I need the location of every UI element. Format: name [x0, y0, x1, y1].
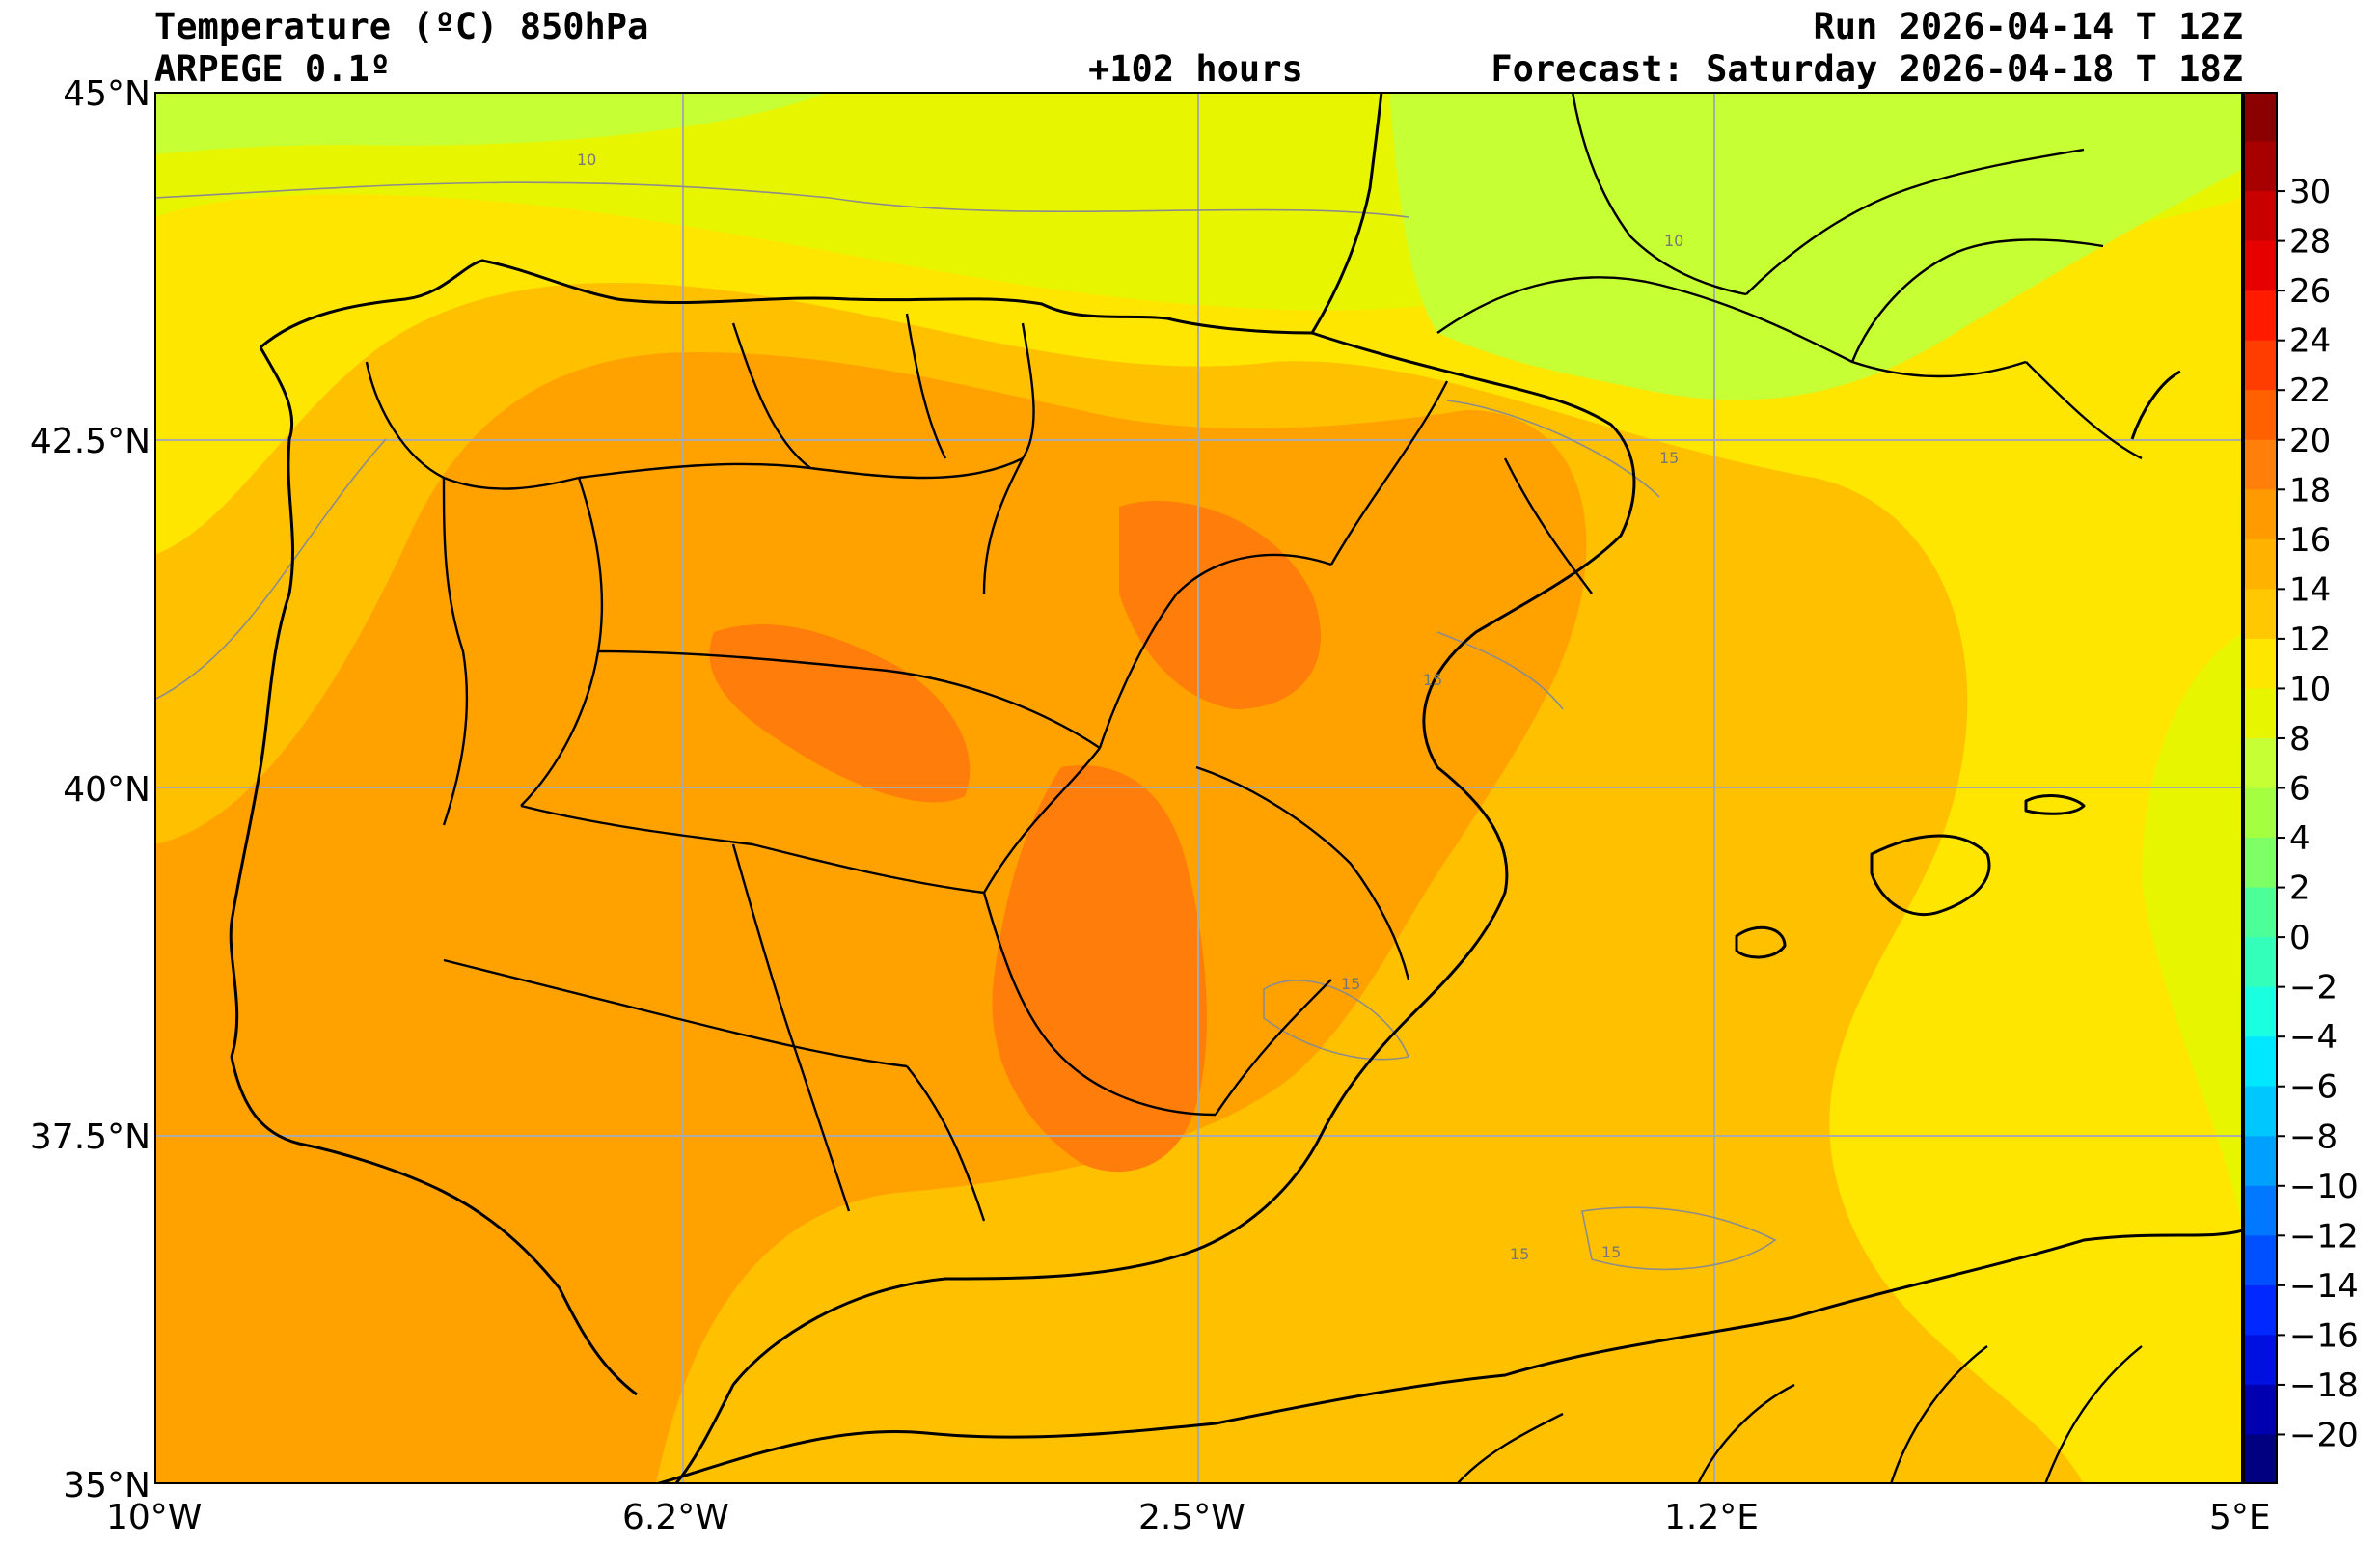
contour-label: 15: [1341, 975, 1360, 993]
graticule: [154, 92, 2243, 1484]
lon-label-2-5w: 2.5°W: [1138, 1498, 1245, 1537]
colorbar-label: −18: [2289, 1367, 2359, 1405]
colorbar-swatch: [2243, 1335, 2278, 1386]
colorbar-label: 16: [2289, 521, 2331, 560]
iberia-west-coast: [229, 346, 638, 1396]
colorbar-label: −10: [2289, 1168, 2359, 1206]
colorbar-label: −8: [2289, 1118, 2338, 1156]
menorca: [2024, 794, 2086, 815]
colorbar-swatch: [2243, 937, 2278, 988]
colorbar-swatch: [2243, 92, 2278, 143]
colorbar-label: −12: [2289, 1217, 2359, 1256]
colorbar-label: 6: [2289, 770, 2311, 809]
colorbar-label: 28: [2289, 223, 2331, 262]
field-south-light: [830, 1280, 1394, 1484]
iberia-east-coast: [673, 331, 1636, 1484]
lon-label-10w: 10°W: [106, 1498, 203, 1537]
colorbar-swatch: [2243, 290, 2278, 342]
contour-label: 15: [1423, 671, 1442, 689]
admin-borders: [365, 92, 2143, 1484]
colorbar-swatch: [2243, 191, 2278, 242]
colorbar-swatch: [2243, 1434, 2278, 1484]
colorbar-label: −16: [2289, 1316, 2359, 1355]
france-coast: [1310, 92, 1383, 334]
colorbar: 302826242220181614121086420−2−4−6−8−10−1…: [2243, 92, 2359, 1484]
colorbar-label: −2: [2289, 969, 2338, 1008]
colorbar-label: 24: [2289, 322, 2331, 361]
lon-label-6-2w: 6.2°W: [622, 1498, 729, 1537]
colorbar-swatch: [2243, 439, 2278, 490]
colorbar-swatch: [2243, 390, 2278, 441]
contour-lines: [154, 181, 1777, 1271]
colorbar-swatch: [2243, 1284, 2278, 1336]
model-name: ARPEGE 0.1º: [154, 48, 392, 90]
colorbar-swatch: [2243, 838, 2278, 889]
colorbar-label: 18: [2289, 471, 2331, 510]
colorbar-swatch: [2243, 737, 2278, 788]
field-hot-core: [709, 623, 971, 803]
colorbar-label: −14: [2289, 1267, 2359, 1306]
colorbar-label: −20: [2289, 1416, 2359, 1454]
field-north-green: [154, 92, 830, 154]
colorbar-label: 0: [2289, 919, 2311, 957]
colorbar-swatch: [2243, 1036, 2278, 1088]
contour-label: 10: [1664, 232, 1683, 250]
colorbar-swatch: [2243, 1185, 2278, 1236]
lon-label-1-2e: 1.2°E: [1664, 1498, 1759, 1537]
colorbar-swatch: [2243, 1384, 2278, 1435]
iberia-north-coast: [260, 259, 1313, 349]
colorbar-label: 10: [2289, 670, 2331, 708]
colorbar-label: −4: [2289, 1018, 2338, 1057]
colorbar-label: 22: [2289, 372, 2331, 410]
run-time: Run 2026-04-14 T 12Z: [1813, 6, 2243, 47]
contour-label: 15: [1659, 449, 1679, 467]
colorbar-label: 2: [2289, 870, 2311, 908]
mallorca: [1870, 834, 1991, 917]
map-frame: [154, 92, 2243, 1484]
lat-label-35n: 35°N: [63, 1466, 150, 1505]
field-hot-core-2: [992, 765, 1207, 1173]
colorbar-label: 14: [2289, 570, 2331, 609]
sardinia: [2130, 370, 2181, 440]
africa-coast: [655, 1229, 2243, 1484]
colorbar-swatch: [2243, 340, 2278, 391]
colorbar-label: 8: [2289, 720, 2311, 759]
lon-label-5e: 5°E: [2209, 1498, 2271, 1537]
field-hot-core-3: [1119, 501, 1321, 709]
contour-label: 10: [577, 151, 596, 169]
contour-label: 15: [1601, 1243, 1621, 1261]
colorbar-swatch: [2243, 1086, 2278, 1137]
colorbar-label: 26: [2289, 272, 2331, 311]
colorbar-swatch: [2243, 141, 2278, 192]
coastlines: [229, 92, 2243, 1484]
lat-label-42-5n: 42.5°N: [29, 422, 150, 461]
contour-label: 15: [1510, 1245, 1529, 1263]
colorbar-swatch: [2243, 638, 2278, 689]
colorbar-swatch: [2243, 240, 2278, 291]
colorbar-swatch: [2243, 1235, 2278, 1286]
forecast-time: Forecast: Saturday 2026-04-18 T 18Z: [1491, 48, 2243, 90]
ibiza: [1735, 925, 1787, 959]
colorbar-swatch: [2243, 887, 2278, 938]
lead-time: +102 hours: [1088, 48, 1303, 90]
lat-label-37-5n: 37.5°N: [29, 1118, 150, 1157]
colorbar-label: 30: [2289, 173, 2331, 211]
colorbar-swatch: [2243, 538, 2278, 590]
colorbar-swatch: [2243, 787, 2278, 839]
lat-label-40n: 40°N: [63, 770, 150, 810]
lat-label-45n: 45°N: [63, 74, 150, 114]
colorbar-label: 4: [2289, 819, 2311, 858]
colorbar-swatch: [2243, 688, 2278, 739]
colorbar-swatch: [2243, 589, 2278, 640]
colorbar-label: 12: [2289, 621, 2331, 659]
colorbar-swatch: [2243, 489, 2278, 540]
field-france-green: [1389, 92, 2243, 400]
field-east-green: [2142, 632, 2243, 1230]
temperature-map: 10 10 15 15 15 15 15: [154, 92, 2243, 1484]
colorbar-label: −6: [2289, 1068, 2338, 1107]
colorbar-label: 20: [2289, 422, 2331, 460]
map-title: Temperature (ºC) 850hPa: [154, 6, 649, 47]
colorbar-swatch: [2243, 1136, 2278, 1187]
colorbar-swatch: [2243, 986, 2278, 1037]
